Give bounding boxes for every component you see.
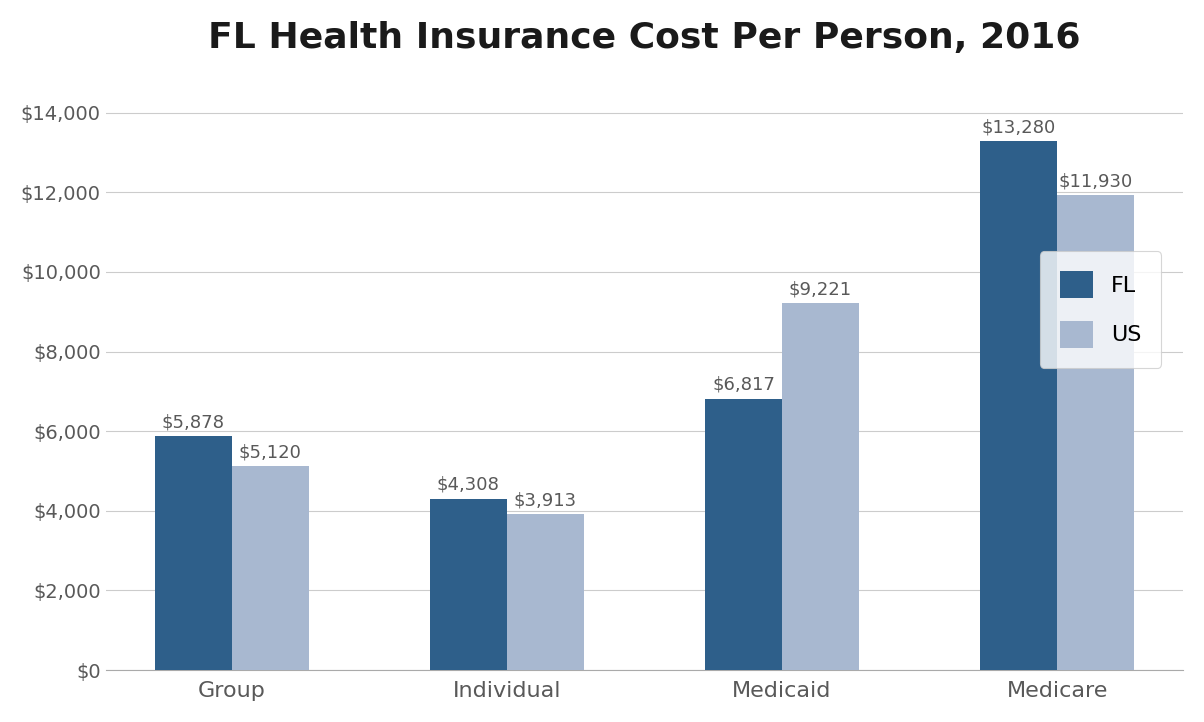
Text: $13,280: $13,280 — [981, 118, 1056, 136]
Legend: FL, US: FL, US — [1040, 251, 1162, 367]
Text: $11,930: $11,930 — [1058, 173, 1133, 191]
Bar — [154, 436, 231, 670]
Text: $5,120: $5,120 — [238, 443, 302, 461]
Bar — [231, 466, 308, 670]
Text: $3,913: $3,913 — [514, 492, 577, 510]
Text: $5,878: $5,878 — [161, 413, 225, 431]
Bar — [783, 303, 858, 670]
Text: $6,817: $6,817 — [712, 376, 775, 394]
Text: $4,308: $4,308 — [437, 476, 500, 494]
Bar — [507, 514, 584, 670]
Bar — [980, 142, 1057, 670]
Text: $9,221: $9,221 — [789, 280, 852, 298]
Bar — [706, 399, 783, 670]
Bar — [1057, 195, 1134, 670]
Title: FL Health Insurance Cost Per Person, 2016: FL Health Insurance Cost Per Person, 201… — [208, 21, 1081, 55]
Bar — [430, 498, 507, 670]
